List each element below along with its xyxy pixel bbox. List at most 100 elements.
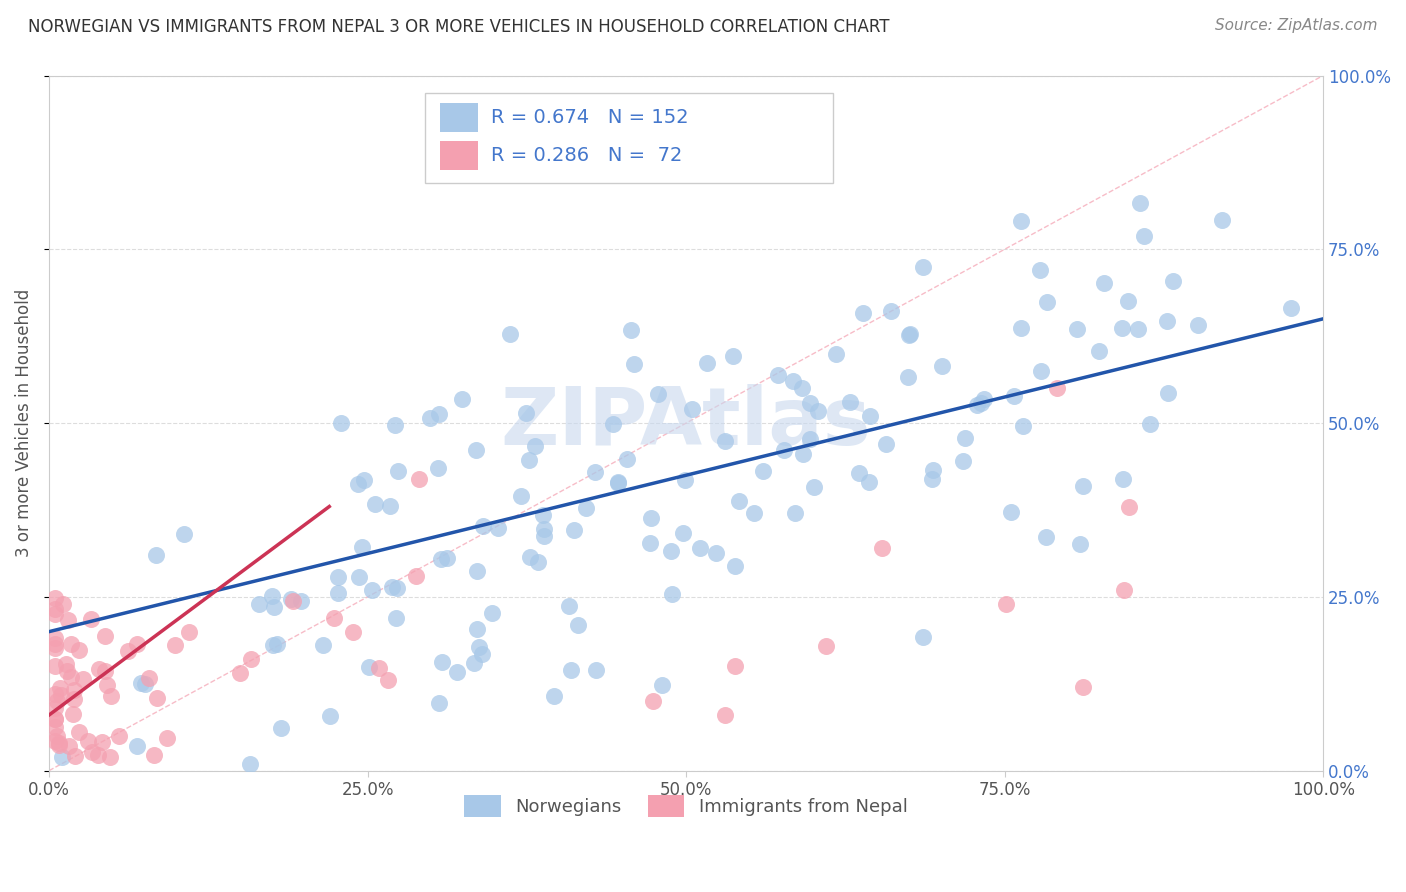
Point: [381, 580, 404, 594]
Point: [96, 678, 118, 692]
Point: [468, 640, 491, 655]
Text: ZIPAtlas: ZIPAtlas: [501, 384, 872, 462]
Point: [515, 406, 537, 420]
Point: [607, 475, 630, 490]
Point: [623, 357, 645, 371]
Point: [499, 326, 522, 341]
Point: [408, 472, 430, 486]
Point: [585, 663, 607, 677]
Point: [60, 638, 83, 652]
Point: [145, 548, 167, 562]
Point: [638, 536, 661, 550]
Point: [641, 694, 664, 708]
Point: [56, 613, 79, 627]
Point: [704, 546, 727, 560]
Point: [1211, 213, 1233, 227]
Point: [681, 401, 703, 416]
Point: [560, 663, 582, 677]
Point: [290, 594, 312, 608]
Point: [247, 597, 270, 611]
Point: [879, 304, 901, 318]
Point: [436, 550, 458, 565]
Point: [280, 592, 302, 607]
Point: [72, 672, 94, 686]
Point: [350, 541, 373, 555]
Point: [312, 639, 335, 653]
Point: [533, 523, 555, 537]
Point: [260, 589, 283, 603]
Point: [364, 497, 387, 511]
Point: [100, 689, 122, 703]
Point: [1128, 322, 1150, 336]
Point: [117, 644, 139, 658]
Point: [672, 525, 695, 540]
Point: [1157, 386, 1180, 401]
Point: [659, 544, 682, 558]
Point: [165, 638, 187, 652]
Point: [558, 599, 581, 613]
Point: [912, 630, 935, 644]
Text: NORWEGIAN VS IMMIGRANTS FROM NEPAL 3 OR MORE VEHICLES IN HOUSEHOLD CORRELATION C: NORWEGIAN VS IMMIGRANTS FROM NEPAL 3 OR …: [28, 18, 890, 36]
FancyBboxPatch shape: [440, 141, 478, 170]
Point: [463, 656, 485, 670]
FancyBboxPatch shape: [425, 93, 832, 183]
Point: [1279, 301, 1302, 315]
Point: [897, 327, 920, 342]
Point: [326, 569, 349, 583]
Point: [342, 624, 364, 639]
Point: [89, 662, 111, 676]
Point: [713, 434, 735, 448]
Point: [973, 392, 995, 406]
Point: [326, 586, 349, 600]
Point: [790, 381, 813, 395]
Point: [713, 708, 735, 723]
Point: [465, 622, 488, 636]
Point: [283, 594, 305, 608]
Point: [1002, 389, 1025, 403]
Point: [728, 493, 751, 508]
Point: [125, 637, 148, 651]
Point: [1071, 680, 1094, 694]
Point: [94, 629, 117, 643]
Point: [567, 617, 589, 632]
Point: [1161, 274, 1184, 288]
Point: [82, 745, 104, 759]
Point: [451, 392, 474, 407]
Point: [46, 694, 69, 708]
Point: [1088, 344, 1111, 359]
Point: [995, 597, 1018, 611]
Text: Source: ZipAtlas.com: Source: ZipAtlas.com: [1215, 18, 1378, 33]
Point: [377, 673, 399, 688]
Point: [67, 725, 90, 739]
Point: [465, 564, 488, 578]
Point: [94, 665, 117, 679]
Point: [689, 541, 711, 555]
Point: [266, 637, 288, 651]
Point: [49, 689, 72, 703]
Point: [60, 670, 83, 684]
Point: [799, 395, 821, 409]
Text: R = 0.674   N = 152: R = 0.674 N = 152: [491, 108, 689, 127]
Point: [952, 453, 974, 467]
Point: [347, 476, 370, 491]
Point: [1129, 196, 1152, 211]
Point: [353, 473, 375, 487]
Point: [1000, 505, 1022, 519]
Point: [419, 410, 441, 425]
Point: [562, 523, 585, 537]
Point: [143, 747, 166, 762]
Point: [543, 689, 565, 703]
Point: [931, 359, 953, 373]
Point: [661, 587, 683, 601]
Point: [716, 158, 738, 172]
Point: [1132, 229, 1154, 244]
Point: [179, 624, 201, 639]
Point: [378, 500, 401, 514]
Point: [524, 439, 547, 453]
Point: [799, 432, 821, 446]
Point: [44, 720, 66, 734]
Point: [48, 738, 70, 752]
Point: [44, 637, 66, 651]
Point: [696, 356, 718, 370]
Point: [1012, 419, 1035, 434]
